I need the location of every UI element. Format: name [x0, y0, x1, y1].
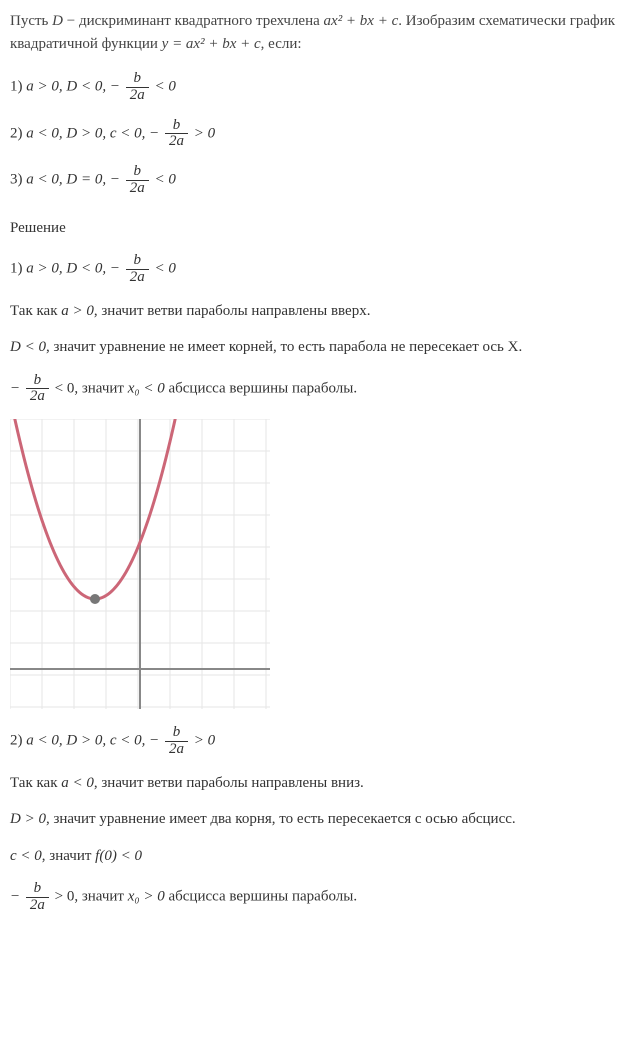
intro-end1: . Изобразим: [398, 13, 475, 29]
item2-cond: a < 0, D > 0, c < 0, −: [26, 125, 163, 141]
sol1-frac-den: 2a: [126, 270, 149, 286]
sol2-frac: b2a: [165, 725, 188, 758]
sol2-p4-frac-den: 2a: [26, 898, 49, 914]
item3-cond: a < 0, D = 0, −: [26, 172, 123, 188]
item1-tail: < 0: [151, 79, 176, 95]
item2-frac-num: b: [165, 118, 188, 135]
sol1-p2-cond: D < 0: [10, 339, 46, 355]
sol1-p3-tail: абсцисса вершины параболы.: [165, 380, 357, 396]
sol2-frac-num: b: [165, 725, 188, 742]
sol1-frac: b2a: [126, 253, 149, 286]
intro-end2: , если:: [261, 36, 302, 52]
sol1-p3: − b2a < 0, значит x₀ < 0 абсцисса вершин…: [10, 373, 631, 406]
sol1-p3-x0: x₀ < 0: [128, 380, 165, 396]
item1-cond: a > 0, D < 0, −: [26, 79, 123, 95]
sol1-frac-num: b: [126, 253, 149, 270]
item-2: 2) a < 0, D > 0, c < 0, − b2a > 0: [10, 118, 631, 151]
item2-tail: > 0: [190, 125, 215, 141]
intro-eq: y = ax² + bx + c: [162, 36, 261, 52]
sol2-p2-cond: D > 0: [10, 811, 46, 827]
sol2-p3-tail: , значит: [42, 848, 95, 864]
sol2-p1-pre: Так как: [10, 775, 61, 791]
sol2-p4-mid: > 0, значит: [51, 889, 128, 905]
solution-title: Решение: [10, 217, 631, 240]
item-3: 3) a < 0, D = 0, − b2a < 0: [10, 164, 631, 197]
sol2-num: 2): [10, 733, 26, 749]
item3-num: 3): [10, 172, 26, 188]
sol2-p4-tail: абсцисса вершины параболы.: [165, 889, 357, 905]
sol1-p2-tail: , значит уравнение не имеет корней, то е…: [46, 339, 522, 355]
item3-tail: < 0: [151, 172, 176, 188]
sol2-p3: c < 0, значит f(0) < 0: [10, 845, 631, 868]
sol2-p4-frac-num: b: [26, 881, 49, 898]
sol1-p1-tail: , значит ветви параболы направлены вверх…: [94, 303, 371, 319]
sol2-head: 2) a < 0, D > 0, c < 0, − b2a > 0: [10, 725, 631, 758]
item3-frac-den: 2a: [126, 181, 149, 197]
item1-frac-num: b: [126, 71, 149, 88]
sol2-frac-den: 2a: [165, 742, 188, 758]
intro-mid: − дискриминант квадратного трехчлена: [63, 13, 324, 29]
sol1-tail: < 0: [151, 261, 176, 277]
sol1-p1: Так как a > 0, значит ветви параболы нап…: [10, 300, 631, 323]
sol2-p2: D > 0, значит уравнение имеет два корня,…: [10, 808, 631, 831]
sol2-cond: a < 0, D > 0, c < 0, −: [26, 733, 163, 749]
sol2-tail: > 0: [190, 733, 215, 749]
intro-poly: ax² + bx + c: [324, 13, 399, 29]
parabola-graph: [10, 419, 270, 709]
item3-frac: b2a: [126, 164, 149, 197]
sol2-p1-cond: a < 0: [61, 775, 94, 791]
sol1-p1-pre: Так как: [10, 303, 61, 319]
sol2-p4-x0: x₀ > 0: [128, 889, 165, 905]
intro-D: D: [52, 13, 63, 29]
sol1-p3-pre: −: [10, 380, 24, 396]
item-1: 1) a > 0, D < 0, − b2a < 0: [10, 71, 631, 104]
intro-text: Пусть D − дискриминант квадратного трехч…: [10, 10, 631, 55]
sol1-p3-frac: b2a: [26, 373, 49, 406]
sol1-head: 1) a > 0, D < 0, − b2a < 0: [10, 253, 631, 286]
sol1-num: 1): [10, 261, 26, 277]
sol1-p3-mid: < 0, значит: [51, 380, 128, 396]
sol2-p3-f0: f(0) < 0: [95, 848, 142, 864]
sol2-p1-tail: , значит ветви параболы направлены вниз.: [94, 775, 364, 791]
item1-num: 1): [10, 79, 26, 95]
item2-frac: b2a: [165, 118, 188, 151]
item1-frac: b2a: [126, 71, 149, 104]
item2-frac-den: 2a: [165, 134, 188, 150]
sol2-p3-cond: c < 0: [10, 848, 42, 864]
intro-pre: Пусть: [10, 13, 52, 29]
sol1-p1-cond: a > 0: [61, 303, 94, 319]
item2-num: 2): [10, 125, 26, 141]
item1-frac-den: 2a: [126, 88, 149, 104]
sol2-p2-tail: , значит уравнение имеет два корня, то е…: [46, 811, 516, 827]
sol2-p4: − b2a > 0, значит x₀ > 0 абсцисса вершин…: [10, 881, 631, 914]
sol2-p1: Так как a < 0, значит ветви параболы нап…: [10, 772, 631, 795]
sol2-p4-frac: b2a: [26, 881, 49, 914]
graph-1: [10, 419, 631, 709]
sol2-p4-pre: −: [10, 889, 24, 905]
sol1-p3-frac-den: 2a: [26, 389, 49, 405]
sol1-p3-frac-num: b: [26, 373, 49, 390]
sol1-p2: D < 0, значит уравнение не имеет корней,…: [10, 336, 631, 359]
item3-frac-num: b: [126, 164, 149, 181]
sol1-cond: a > 0, D < 0, −: [26, 261, 123, 277]
